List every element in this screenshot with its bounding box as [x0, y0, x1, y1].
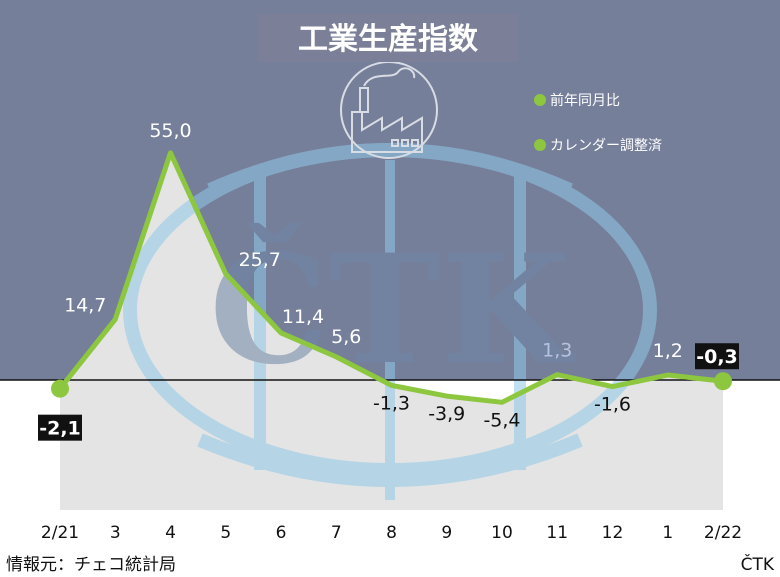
x-tick-label: 2/22: [704, 523, 742, 543]
data-label: 25,7: [239, 249, 281, 271]
data-label: 1,2: [653, 340, 683, 362]
data-label: -1,3: [373, 392, 410, 414]
legend: 前年同月比 カレンダー調整済: [534, 92, 662, 154]
data-label: -5,4: [483, 409, 520, 431]
legend-marker-2: [534, 139, 546, 151]
x-tick-label: 9: [441, 523, 452, 543]
x-tick-label: 8: [386, 523, 397, 543]
x-tick-label: 7: [331, 523, 342, 543]
data-point: [714, 372, 732, 391]
data-label: 11,4: [282, 306, 324, 328]
x-tick-label: 10: [491, 523, 513, 543]
data-label: -1,6: [594, 394, 631, 416]
legend-label-2: カレンダー調整済: [550, 138, 662, 154]
data-label: -2,1: [39, 418, 81, 440]
legend-label-1: 前年同月比: [550, 92, 620, 109]
x-tick-label: 4: [165, 523, 176, 543]
series-line: [57, 150, 726, 405]
data-point: [51, 379, 69, 398]
data-label-box: [38, 414, 82, 441]
data-label: 1,3: [542, 340, 572, 362]
legend-marker-1: [534, 94, 546, 106]
x-tick-label: 2/21: [41, 523, 79, 543]
data-label: 55,0: [149, 120, 191, 142]
x-tick-label: 5: [220, 523, 231, 543]
watermark-text: ČTK: [209, 222, 575, 398]
source-note: 情報元：チェコ統計局: [6, 555, 176, 575]
x-tick-label: 3: [110, 523, 121, 543]
watermark: ČTK: [123, 143, 657, 500]
x-tick-label: 12: [602, 523, 624, 543]
data-label: 5,6: [331, 326, 361, 348]
title-box: [258, 14, 518, 62]
credit-note: ČTK: [741, 553, 775, 575]
x-tick-label: 6: [276, 523, 287, 543]
data-label: 14,7: [64, 294, 106, 316]
chart-title: 工業生産指数: [298, 22, 479, 57]
data-label: -0,3: [696, 346, 738, 368]
x-tick-label: 1: [662, 523, 673, 543]
x-tick-label: 11: [546, 523, 568, 543]
data-label-box: [695, 343, 739, 370]
data-label: -3,9: [428, 403, 465, 425]
area-fill: [60, 152, 723, 510]
